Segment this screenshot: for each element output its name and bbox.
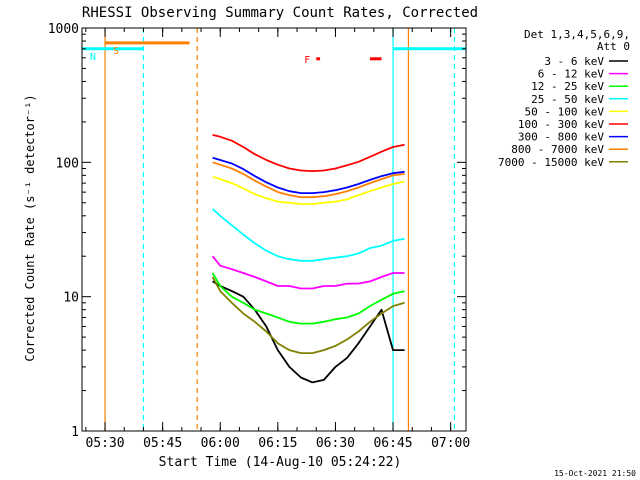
x-axis-label: Start Time (14-Aug-10 05:24:22): [159, 455, 402, 470]
legend-header: Att 0: [597, 40, 630, 53]
y-tick-label: 1000: [48, 22, 79, 37]
legend-label: 12 - 25 keV: [531, 80, 604, 93]
plot-frame: [81, 27, 467, 432]
series-line: [211, 276, 405, 355]
legend-header: Det 1,3,4,5,6,9,: [524, 28, 630, 41]
legend-label: 7000 - 15000 keV: [498, 156, 604, 169]
legend-label: 3 - 6 keV: [544, 55, 604, 68]
y-tick-label: 1: [71, 425, 79, 440]
vertical-markers: [104, 28, 456, 431]
series-line: [211, 272, 405, 325]
y-axis-ticks: 1 10 100 1000: [48, 22, 466, 440]
x-tick-label: 06:00: [201, 436, 240, 451]
time-segments: SN F: [82, 41, 466, 66]
legend-label: 800 - 7000 keV: [511, 143, 604, 156]
series-line: [212, 161, 405, 199]
y-tick-label: 10: [63, 291, 79, 306]
x-tick-label: 06:15: [258, 436, 297, 451]
x-tick-label: 05:45: [143, 436, 182, 451]
footer-timestamp: 15-Oct-2021 21:50: [554, 469, 636, 478]
series-line: [211, 208, 405, 262]
x-tick-label: 06:45: [373, 436, 412, 451]
x-tick-label: 07:00: [431, 436, 470, 451]
chart-title: RHESSI Observing Summary Count Rates, Co…: [82, 5, 478, 21]
series-lines: [211, 134, 405, 384]
legend-label: 6 - 12 keV: [538, 68, 605, 81]
y-axis-label: Corrected Count Rate (s⁻¹ detector⁻¹): [23, 94, 37, 361]
x-tick-label: 06:30: [316, 436, 355, 451]
series-line: [211, 255, 405, 290]
y-tick-label: 100: [56, 156, 79, 171]
x-axis-ticks: 05:30 05:45 06:00 06:15 06:30 06:45 07:00: [85, 28, 470, 451]
legend-label: 50 - 100 keV: [525, 105, 605, 118]
segment-label: F: [304, 55, 310, 66]
legend-label: 100 - 300 keV: [518, 118, 604, 131]
series-line: [212, 280, 405, 384]
legend-label: 300 - 800 keV: [518, 131, 604, 144]
segment-label: N: [90, 52, 96, 63]
series-line: [212, 156, 405, 195]
legend-label: 25 - 50 keV: [531, 93, 604, 106]
series-line: [212, 134, 405, 173]
segment-label: S: [113, 46, 119, 57]
x-tick-label: 05:30: [85, 436, 124, 451]
series-line: [212, 175, 405, 205]
